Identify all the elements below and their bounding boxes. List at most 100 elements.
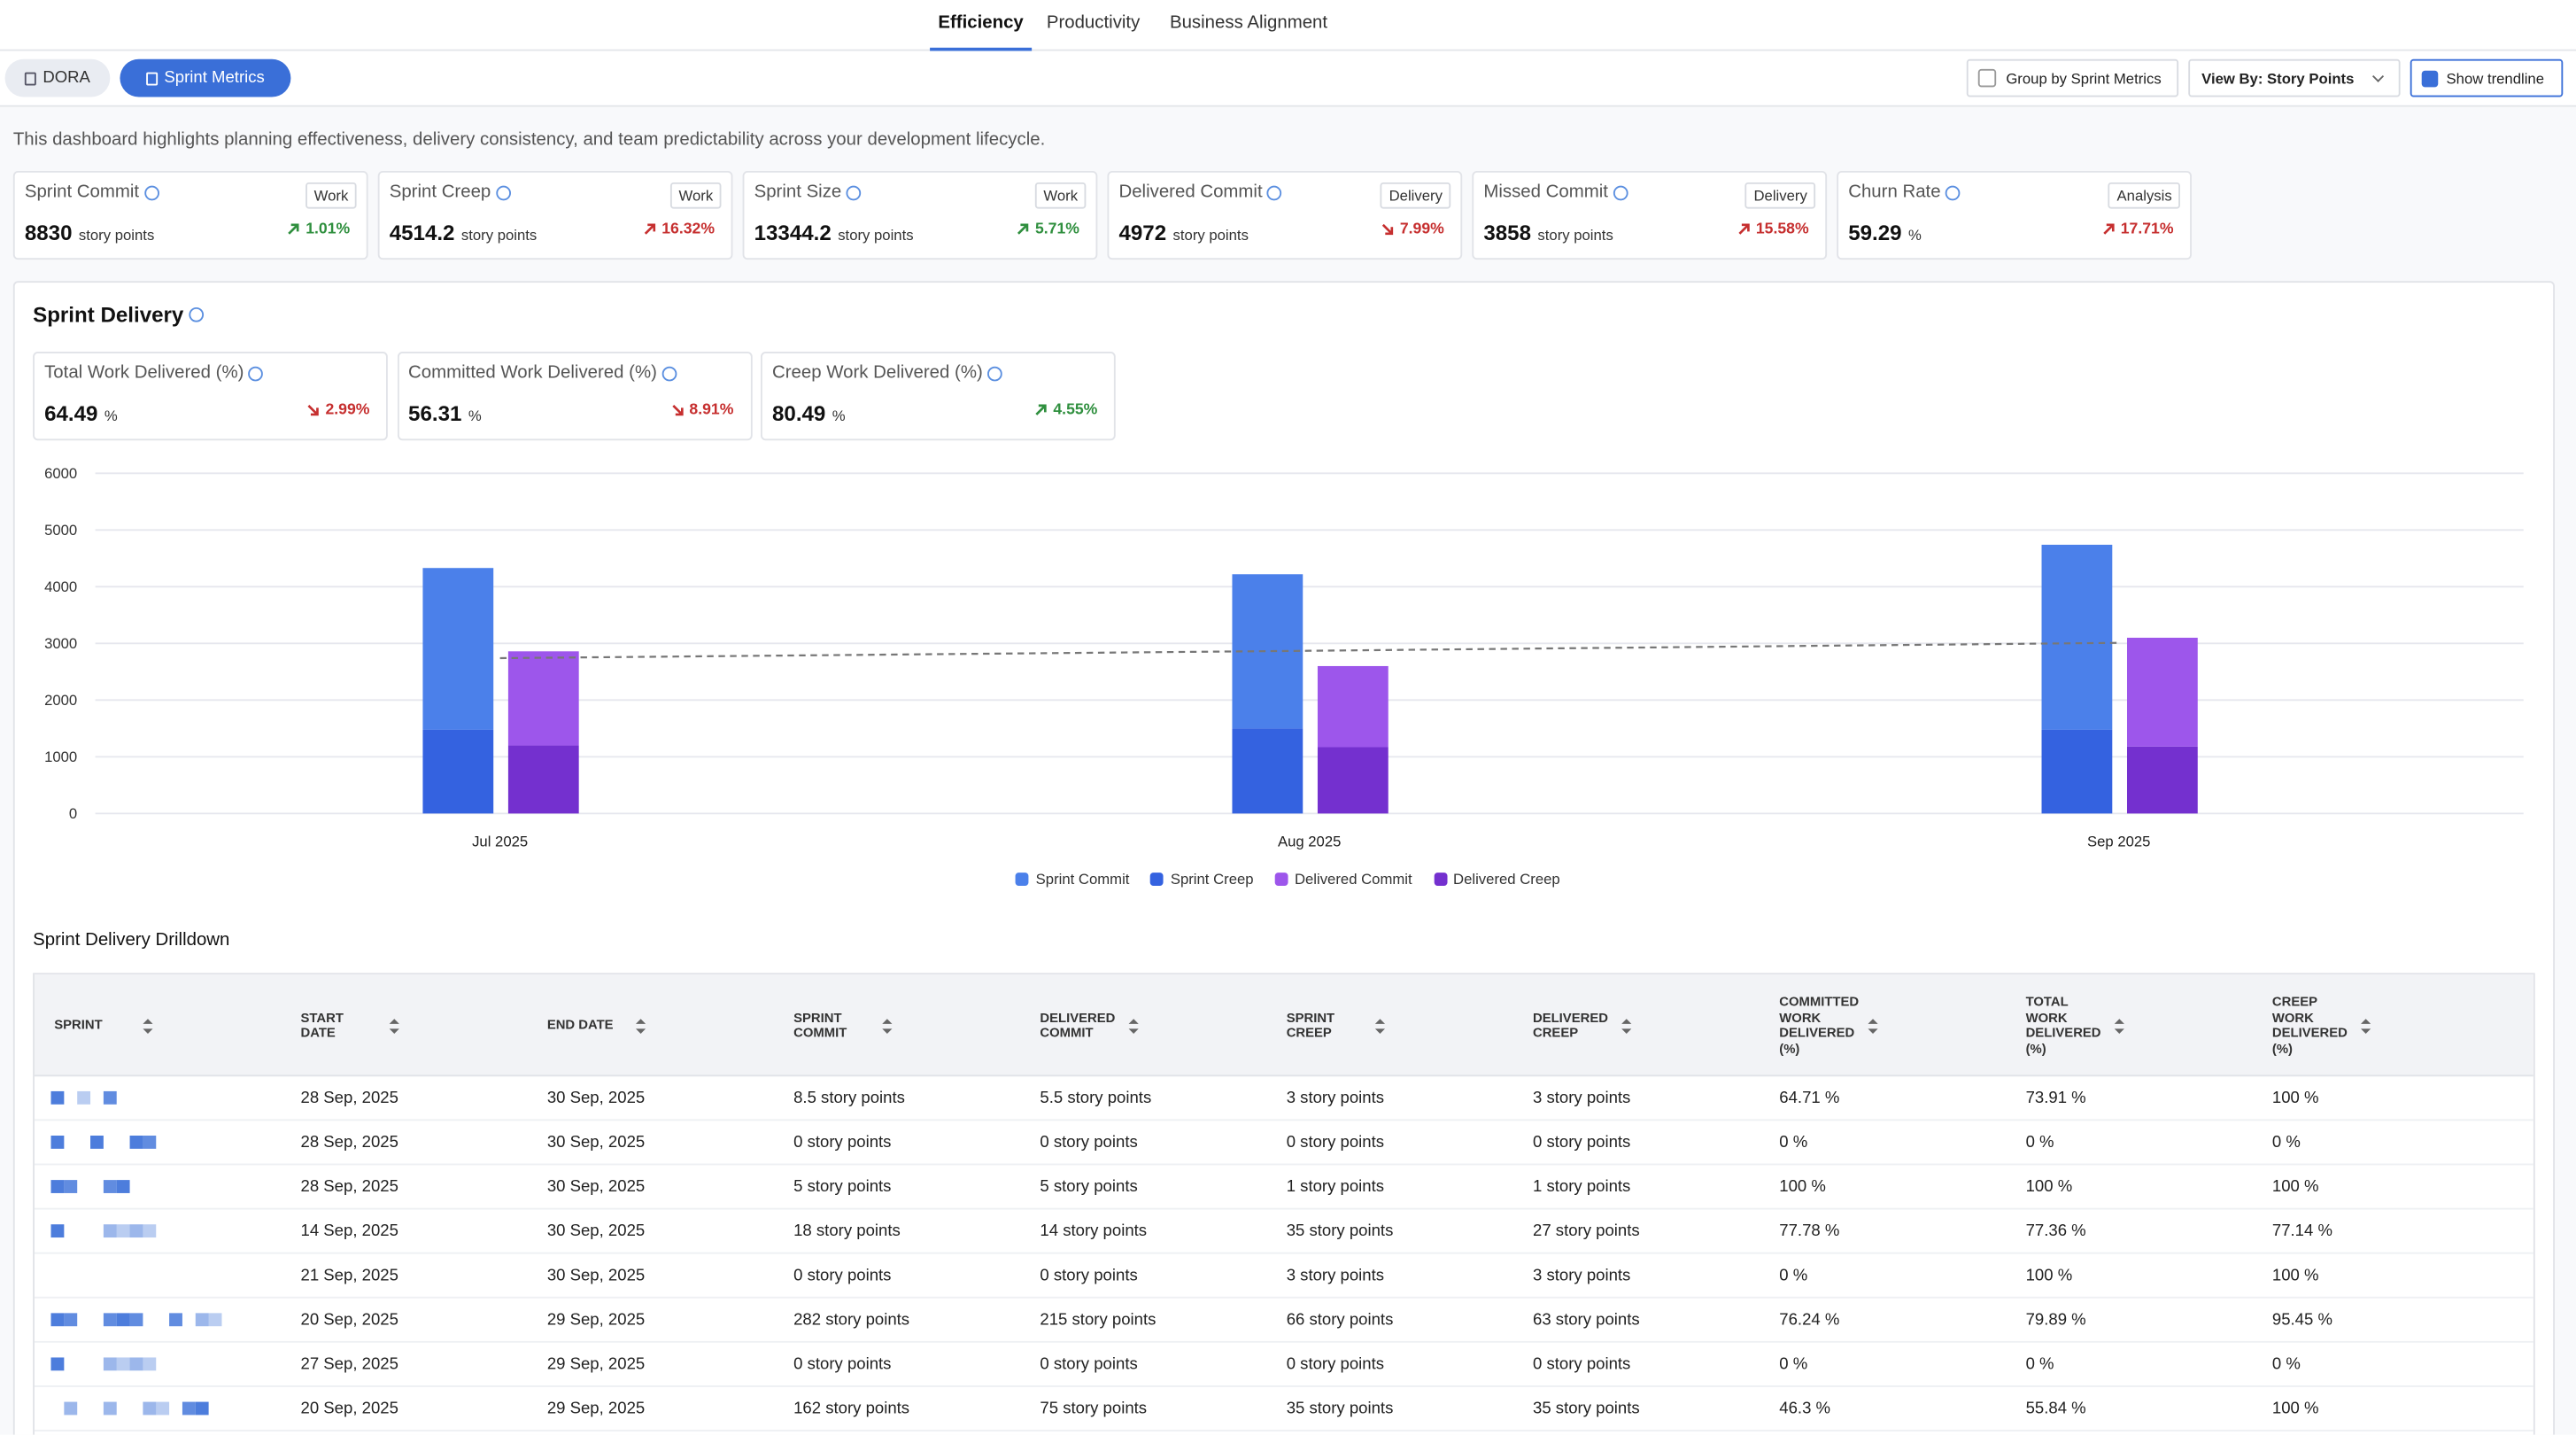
- card-tag: Work: [306, 182, 357, 209]
- table-cell: 0 story points: [793, 1355, 892, 1375]
- redacted-name-block: [195, 1313, 209, 1327]
- table-cell: 0 story points: [1040, 1267, 1138, 1285]
- table-cell: 64.71 %: [1779, 1090, 1840, 1108]
- toggle-label: DORA: [43, 68, 90, 88]
- tab[interactable]: Business Alignment: [1169, 12, 1328, 34]
- card-value-row: 64.49%: [44, 401, 118, 426]
- redacted-name-block: [64, 1313, 78, 1327]
- checkbox-label: Group by Sprint Metrics: [2006, 69, 2162, 87]
- metric-card: Missed Commit Delivery 3858 story points 15.…: [1472, 170, 1828, 260]
- legend-swatch: [1433, 873, 1447, 887]
- toggle-pill[interactable]: Sprint Metrics: [120, 58, 291, 97]
- table-cell: 0 %: [1779, 1355, 1808, 1375]
- card-change: 5.71%: [1016, 221, 1079, 238]
- toggle-label: Sprint Metrics: [164, 68, 265, 88]
- sort-icon: [882, 1018, 893, 1034]
- card-unit: %: [468, 407, 482, 424]
- card-unit: %: [832, 407, 846, 424]
- legend-item[interactable]: Sprint Creep: [1150, 871, 1254, 888]
- arrow-path: [1035, 404, 1047, 415]
- sort-icon: [143, 1018, 153, 1034]
- trendline-toggle[interactable]: Show trendline: [2410, 58, 2564, 97]
- bar-segment: [1232, 728, 1303, 814]
- table-cell: 55.84 %: [2025, 1400, 2086, 1419]
- table-cell: 0 %: [2271, 1355, 2301, 1375]
- legend-item[interactable]: Delivered Creep: [1433, 871, 1560, 888]
- table-row: [34, 1210, 2533, 1254]
- trend-arrow: [1017, 223, 1029, 235]
- redacted-name-block: [103, 1313, 117, 1327]
- card-title: Total Work Delivered (%): [44, 363, 244, 384]
- table-cell: 0 story points: [1286, 1134, 1385, 1152]
- sort-icon: [1868, 1018, 1878, 1034]
- y-tick-label: 5000: [44, 522, 77, 539]
- legend-item[interactable]: Delivered Commit: [1274, 871, 1412, 888]
- table-cell: 35 story points: [1286, 1400, 1394, 1419]
- table-cell: 3 story points: [1286, 1267, 1385, 1285]
- section-header: Sprint Delivery: [33, 302, 204, 327]
- card-value-row: 59.29%: [1848, 221, 1922, 245]
- card-unit: story points: [78, 227, 155, 244]
- card-value: 64.49: [44, 400, 98, 426]
- card-header: Sprint Commit: [25, 182, 159, 202]
- toggle-pill[interactable]: DORA: [4, 58, 111, 97]
- view-select[interactable]: View By: Story Points: [2188, 58, 2401, 97]
- column-header[interactable]: DELIVERED COMMIT: [1040, 974, 1139, 1076]
- column-header[interactable]: SPRINT COMMIT: [793, 974, 893, 1076]
- table-cell: 0 story points: [1532, 1134, 1631, 1152]
- card-value-row: 56.31%: [408, 401, 482, 426]
- card-tag: Analysis: [2108, 182, 2180, 209]
- column-header[interactable]: CREEP WORK DELIVERED (%): [2272, 974, 2371, 1076]
- redacted-name-block: [50, 1224, 65, 1238]
- column-header[interactable]: START DATE: [301, 974, 399, 1076]
- arrow-path: [2102, 223, 2115, 235]
- legend-label: Delivered Creep: [1453, 871, 1560, 888]
- bar-segment: [2041, 544, 2113, 730]
- legend-label: Delivered Commit: [1294, 871, 1412, 888]
- redacted-name-block: [50, 1090, 65, 1105]
- table-cell: 29 Sep, 2025: [546, 1311, 646, 1330]
- checkbox-label: Show trendline: [2446, 69, 2545, 87]
- sprint-delivery-chart: 0 1000 2000 3000 4000 5000 6000 Jul 2025 Aug 202…: [44, 465, 2524, 849]
- column-title: SPRINT: [54, 1017, 103, 1033]
- table-cell: 77.36 %: [2025, 1222, 2086, 1241]
- table-cell: 28 Sep, 2025: [300, 1178, 398, 1197]
- column-header[interactable]: COMMITTED WORK DELIVERED (%): [1779, 974, 1878, 1076]
- card-title: Sprint Commit: [24, 182, 140, 203]
- card-title: Delivered Commit: [1118, 182, 1263, 203]
- legend-item[interactable]: Sprint Commit: [1016, 871, 1129, 888]
- redacted-name-block: [129, 1313, 143, 1327]
- sort-icon: [1374, 1018, 1386, 1034]
- column-title: DELIVERED CREEP: [1532, 1010, 1608, 1041]
- tab[interactable]: Efficiency: [930, 0, 1033, 51]
- card-title: Churn Rate: [1848, 182, 1941, 203]
- info-icon: [846, 184, 862, 200]
- table-cell: 18 story points: [793, 1222, 901, 1241]
- column-header[interactable]: END DATE: [547, 974, 646, 1076]
- card-change: 16.32%: [642, 221, 715, 238]
- column-header[interactable]: SPRINT: [54, 974, 153, 1076]
- redacted-name-block: [143, 1357, 157, 1371]
- column-title: SPRINT CREEP: [1286, 1010, 1335, 1041]
- column-header[interactable]: TOTAL WORK DELIVERED (%): [2026, 974, 2124, 1076]
- info-icon: [1613, 184, 1628, 200]
- tab[interactable]: Productivity: [1046, 12, 1141, 34]
- card-value: 56.31: [408, 400, 462, 426]
- table-cell: 28 Sep, 2025: [300, 1090, 398, 1108]
- table-cell: 20 Sep, 2025: [300, 1311, 398, 1330]
- redacted-name-block: [156, 1401, 170, 1416]
- column-header[interactable]: DELIVERED CREEP: [1532, 974, 1632, 1076]
- card-tag: Work: [670, 182, 722, 209]
- card-change: 4.55%: [1033, 401, 1097, 419]
- redacted-name-block: [103, 1357, 117, 1371]
- redacted-name-block: [129, 1357, 143, 1371]
- card-unit: %: [104, 407, 118, 424]
- card-header: Creep Work Delivered (%): [772, 363, 1003, 383]
- column-header[interactable]: SPRINT CREEP: [1286, 974, 1386, 1076]
- x-tick-label: Jul 2025: [472, 833, 528, 849]
- redacted-name-block: [103, 1180, 117, 1193]
- group-checkbox[interactable]: Group by Sprint Metrics: [1966, 58, 2179, 97]
- table-cell: 3 story points: [1532, 1090, 1631, 1108]
- table-row: [34, 1121, 2533, 1166]
